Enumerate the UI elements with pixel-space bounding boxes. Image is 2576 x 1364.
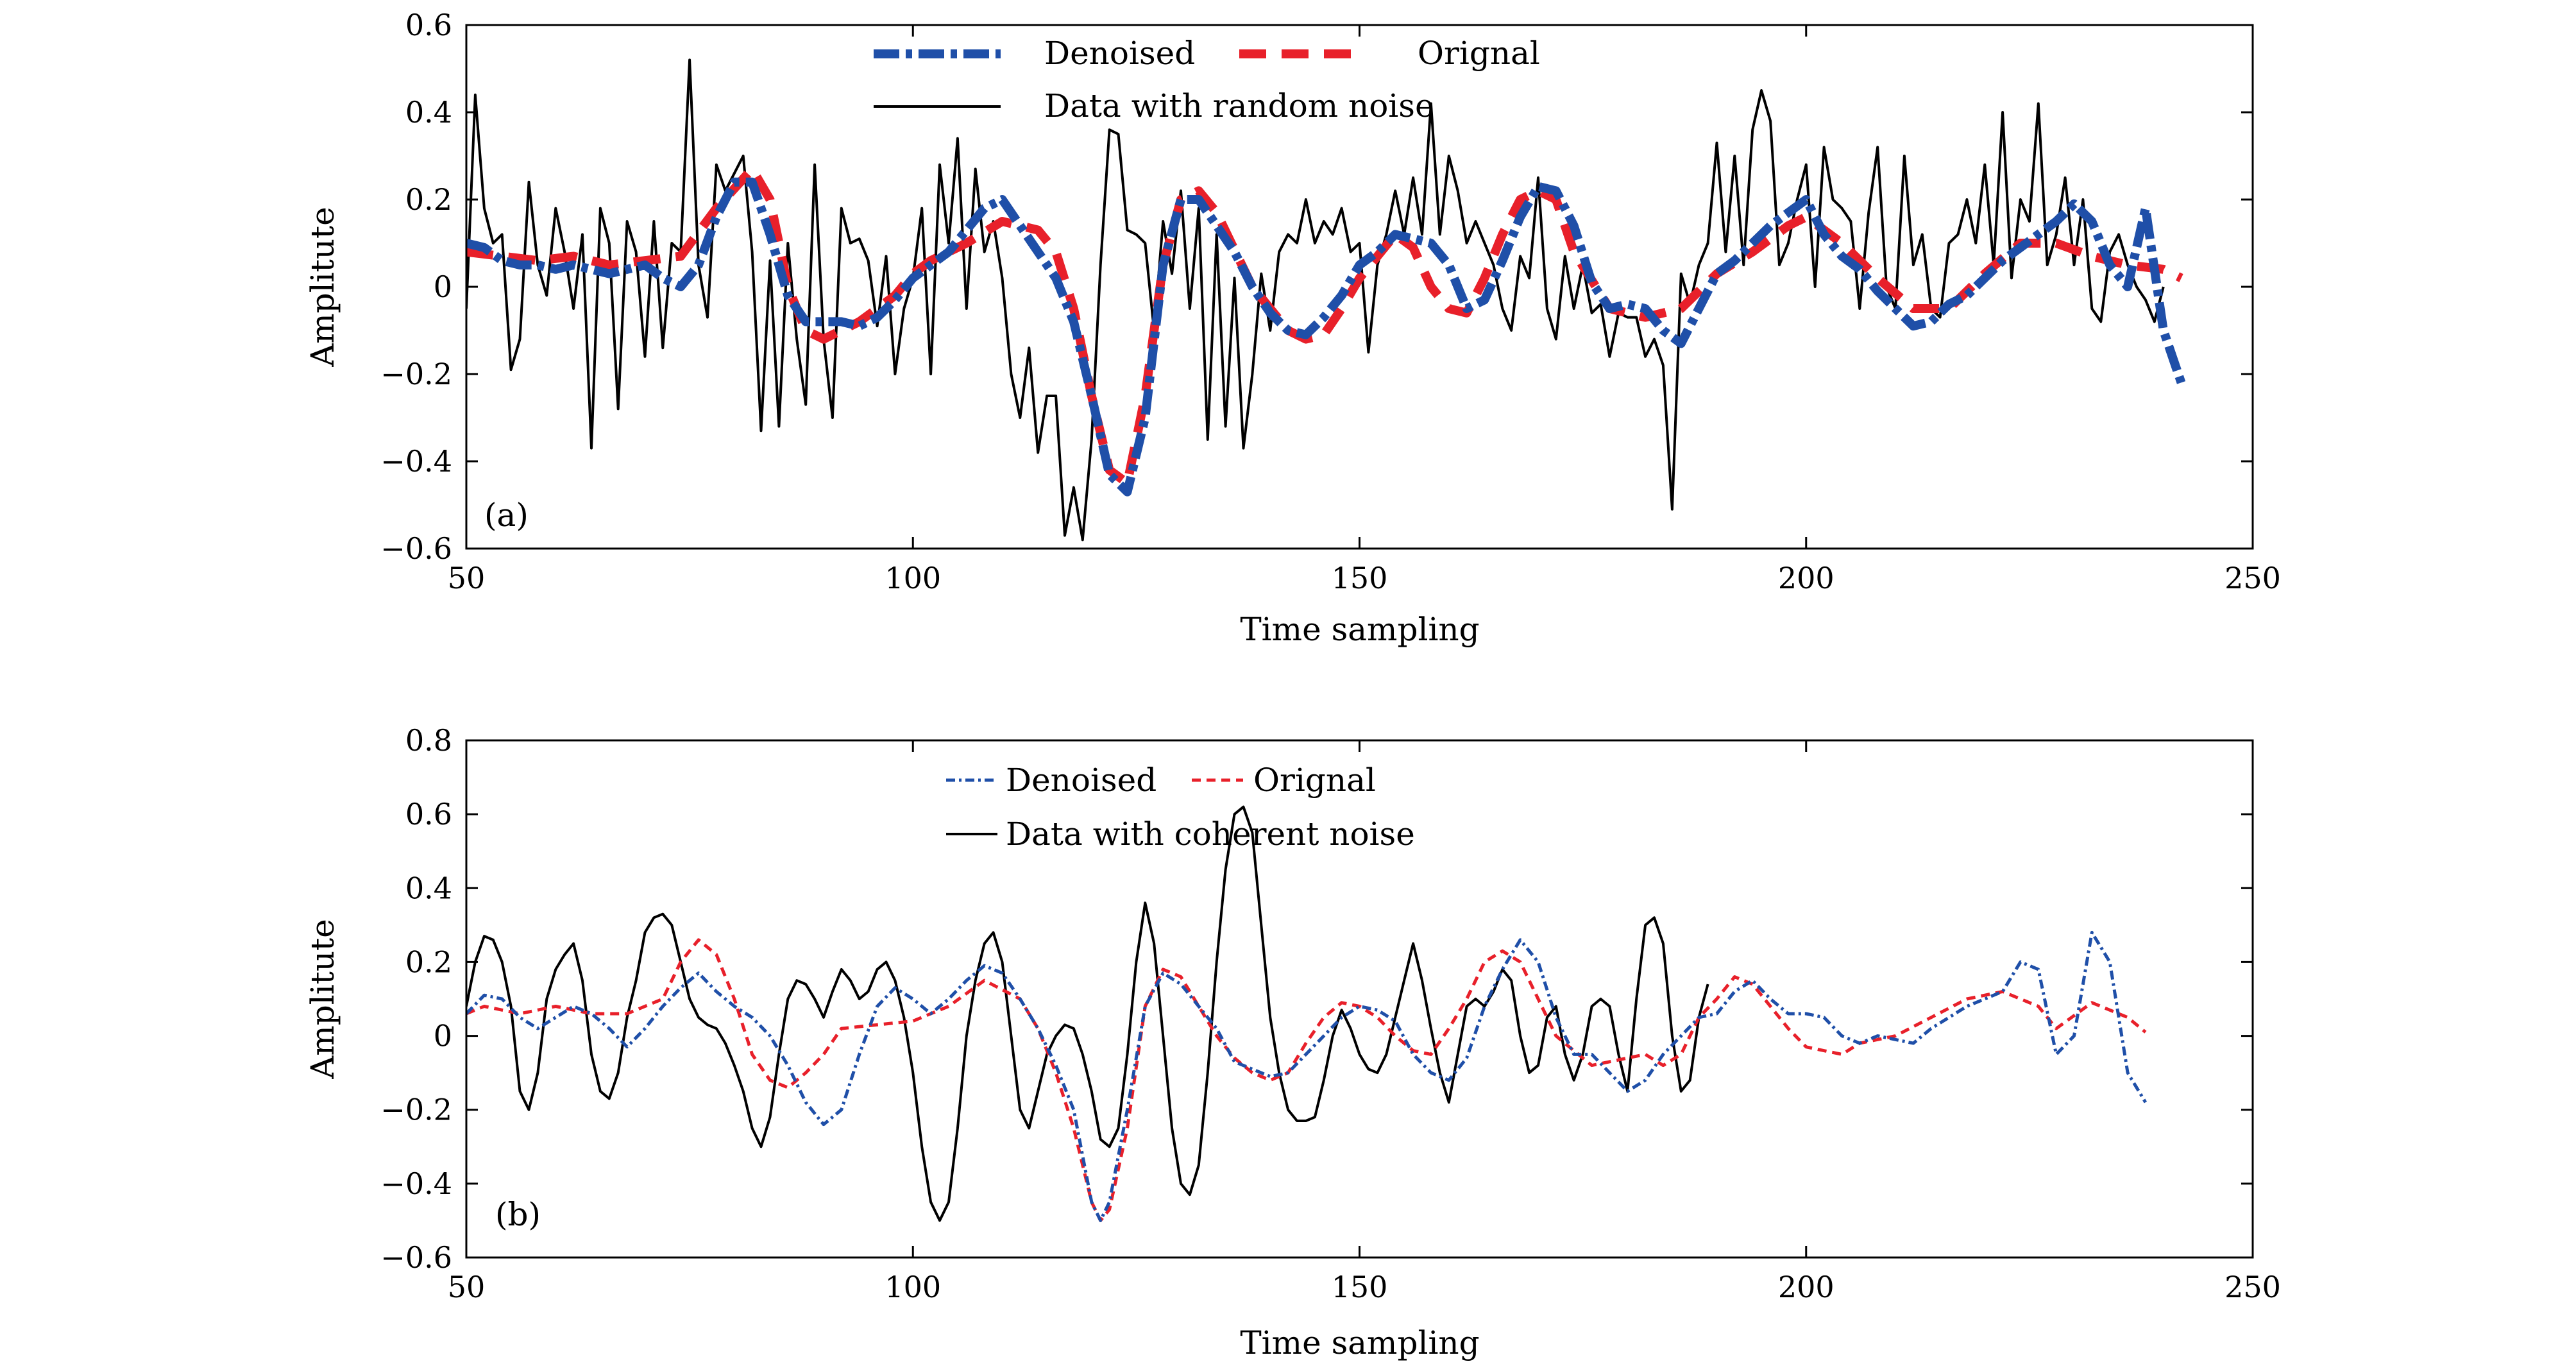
x-tick-label: 100 <box>885 561 941 595</box>
x-tick-label: 200 <box>1778 1270 1835 1304</box>
series-line-data-with-random-noise <box>466 58 2165 541</box>
legend-label-original: Orignal <box>1418 35 1540 72</box>
legend-label-denoised: Denoised <box>1006 762 1157 799</box>
y-axis-title: Amplitute <box>304 207 341 368</box>
chart-panel-a: 50 100 150 200 250 −0.6 −0.4 −0.2 0 0.2 0.4 0.6 (a)… <box>304 8 2281 648</box>
series-line-data-with-coherent-noise <box>466 805 1709 1222</box>
series-line-orignal <box>466 938 2147 1222</box>
legend: Denoised Orignal Data with random noise <box>874 35 1540 124</box>
x-tick-label: 50 <box>448 561 486 595</box>
x-tick-label: 250 <box>2224 1270 2281 1304</box>
x-tick-label: 250 <box>2224 561 2281 595</box>
panel-label: (b) <box>495 1196 541 1233</box>
y-tick-label: 0.2 <box>405 944 452 979</box>
series-layer <box>466 805 2148 1222</box>
series-line-denoised <box>466 177 2186 497</box>
x-tick-label: 150 <box>1332 561 1388 595</box>
legend: Denoised Orignal Data with coherent nois… <box>946 762 1415 853</box>
y-tick-label: 0.4 <box>405 95 452 130</box>
panel-label: (a) <box>484 497 529 534</box>
x-tick-label: 200 <box>1778 561 1835 595</box>
y-tick-label: 0.2 <box>405 182 452 217</box>
tick-layer: 50 100 150 200 250 −0.6 −0.4 −0.2 0 0.2 0.4 0.6 0.8 <box>380 723 2281 1304</box>
y-tick-label: −0.6 <box>380 531 452 566</box>
legend-label-denoised: Denoised <box>1044 35 1195 72</box>
series-layer <box>466 58 2186 541</box>
y-tick-label: 0.8 <box>405 723 452 758</box>
y-tick-label: 0.4 <box>405 871 452 905</box>
y-tick-label: −0.4 <box>380 1166 452 1201</box>
legend-label-noisy: Data with random noise <box>1044 87 1434 124</box>
y-tick-label: −0.6 <box>380 1240 452 1275</box>
x-tick-label: 50 <box>448 1270 486 1304</box>
y-tick-label: −0.2 <box>380 1093 452 1127</box>
series-line-denoised <box>466 930 2148 1222</box>
x-tick-label: 100 <box>885 1270 941 1304</box>
y-tick-label: 0 <box>434 269 452 304</box>
chart-panel-b: 50 100 150 200 250−0.6−0.4−0.200.20.40.60.8 … <box>304 723 2281 1361</box>
legend-label-original: Orignal <box>1253 762 1376 799</box>
y-tick-label: 0.6 <box>405 797 452 831</box>
y-tick-label: 0.6 <box>405 8 452 42</box>
y-tick-label: −0.2 <box>380 357 452 391</box>
y-axis-title: Amplitute <box>304 919 341 1080</box>
legend-label-noisy: Data with coherent noise <box>1006 815 1415 853</box>
tick-layer: 50 100 150 200 250 −0.6 −0.4 −0.2 0 0.2 0.4 0.6 <box>380 8 2281 595</box>
y-tick-label: 0 <box>434 1019 452 1053</box>
x-axis-title: Time sampling <box>1240 611 1479 648</box>
x-tick-label: 150 <box>1332 1270 1388 1304</box>
x-axis-title: Time sampling <box>1240 1324 1479 1361</box>
y-tick-label: −0.4 <box>380 444 452 479</box>
